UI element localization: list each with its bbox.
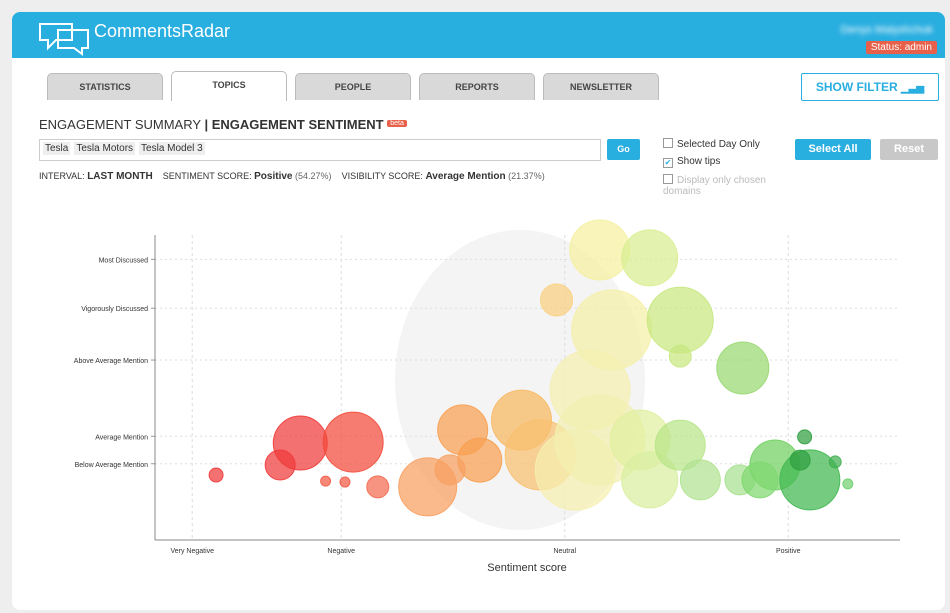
y-tick-label: Below Average Mention [75, 462, 149, 469]
header-bar: CommentsRadar Denys Malyshchuk Status: a… [12, 12, 945, 58]
search-input[interactable]: Tesla Tesla Motors Tesla Model 3 [39, 139, 601, 161]
status-badge: Status: admin [865, 41, 937, 54]
option-label: Selected Day Only [677, 139, 760, 150]
logo-icon [39, 23, 89, 56]
y-tick-label: Vigorously Discussed [81, 306, 148, 313]
interval-label: INTERVAL: [39, 171, 85, 181]
bubble[interactable] [654, 419, 706, 471]
x-axis-title: Sentiment score [487, 562, 566, 574]
user-name[interactable]: Denys Malyshchuk [840, 24, 933, 36]
button-label: SHOW FILTER [815, 80, 898, 94]
tab[interactable]: PEOPLE [295, 73, 411, 100]
bubble[interactable] [842, 478, 854, 490]
bubble[interactable] [679, 459, 721, 501]
reset-button[interactable]: Reset [880, 139, 938, 160]
bubble[interactable] [716, 341, 770, 395]
go-button[interactable]: Go [607, 139, 640, 160]
option-label: Show tips [677, 156, 721, 167]
bubble[interactable] [208, 467, 224, 483]
bubble[interactable] [540, 283, 574, 317]
visibility-pct: (21.37%) [508, 171, 545, 181]
x-tick-label: Neutral [553, 548, 576, 555]
bubble[interactable] [322, 411, 384, 473]
option-label: Display only chosen domains [663, 175, 766, 197]
summary-link[interactable]: ENGAGEMENT SUMMARY [39, 117, 201, 132]
checkbox: ✔ [663, 158, 673, 168]
select-all-button[interactable]: Select All [795, 139, 871, 160]
option[interactable]: ✔ Show tips [663, 156, 783, 168]
y-tick-label: Above Average Mention [74, 358, 148, 365]
bubble[interactable] [741, 461, 779, 499]
bubble[interactable] [646, 286, 714, 354]
tab[interactable]: NEWSLETTER [543, 73, 659, 100]
bubble[interactable] [668, 344, 692, 368]
y-tick-label: Most Discussed [99, 257, 149, 264]
sentiment-value: Positive [254, 171, 293, 182]
x-tick-label: Positive [776, 548, 801, 555]
beta-badge: beta [387, 120, 407, 127]
option: Display only chosen domains [663, 174, 783, 197]
interval-value: LAST MONTH [87, 171, 153, 182]
search-tag: Tesla Motors [74, 142, 136, 155]
option[interactable]: Selected Day Only [663, 138, 783, 150]
checkbox [663, 138, 673, 148]
logo[interactable]: CommentsRadar [94, 21, 231, 41]
x-tick-label: Very Negative [170, 548, 214, 555]
visibility-value: Average Mention [425, 171, 506, 182]
tab[interactable]: REPORTS [419, 73, 535, 100]
bubble[interactable] [434, 454, 466, 486]
tab[interactable]: STATISTICS [47, 73, 163, 100]
sentiment-pct: (54.27%) [295, 171, 332, 181]
search-tag: Tesla [43, 142, 71, 155]
show-filter-button[interactable]: SHOW FILTER ▁▃▅ [801, 73, 939, 101]
heading: ENGAGEMENT SUMMARY | ENGAGEMENT SENTIMEN… [39, 117, 407, 132]
bubble[interactable] [569, 219, 631, 281]
sentiment-label: SENTIMENT SCORE: [162, 171, 252, 181]
bubble[interactable] [320, 475, 332, 487]
bubble[interactable] [797, 429, 813, 445]
bubble[interactable] [366, 475, 390, 499]
sentiment-title: ENGAGEMENT SENTIMENT [211, 117, 384, 132]
bubble[interactable] [339, 476, 351, 488]
separator: | [204, 117, 209, 132]
visibility-label: VISIBILITY SCORE: [341, 171, 423, 181]
bubble[interactable] [621, 229, 679, 287]
bubble[interactable] [621, 451, 679, 509]
checkbox [663, 174, 673, 184]
search-tag: Tesla Model 3 [139, 142, 205, 155]
x-tick-label: Negative [327, 548, 355, 555]
bubble[interactable] [272, 415, 328, 471]
tab[interactable]: TOPICS [171, 71, 287, 101]
y-tick-label: Average Mention [95, 434, 148, 441]
bubble[interactable] [828, 455, 842, 469]
bubble[interactable] [789, 449, 811, 471]
info-line: INTERVAL: LAST MONTH SENTIMENT SCORE: Po… [39, 171, 545, 182]
